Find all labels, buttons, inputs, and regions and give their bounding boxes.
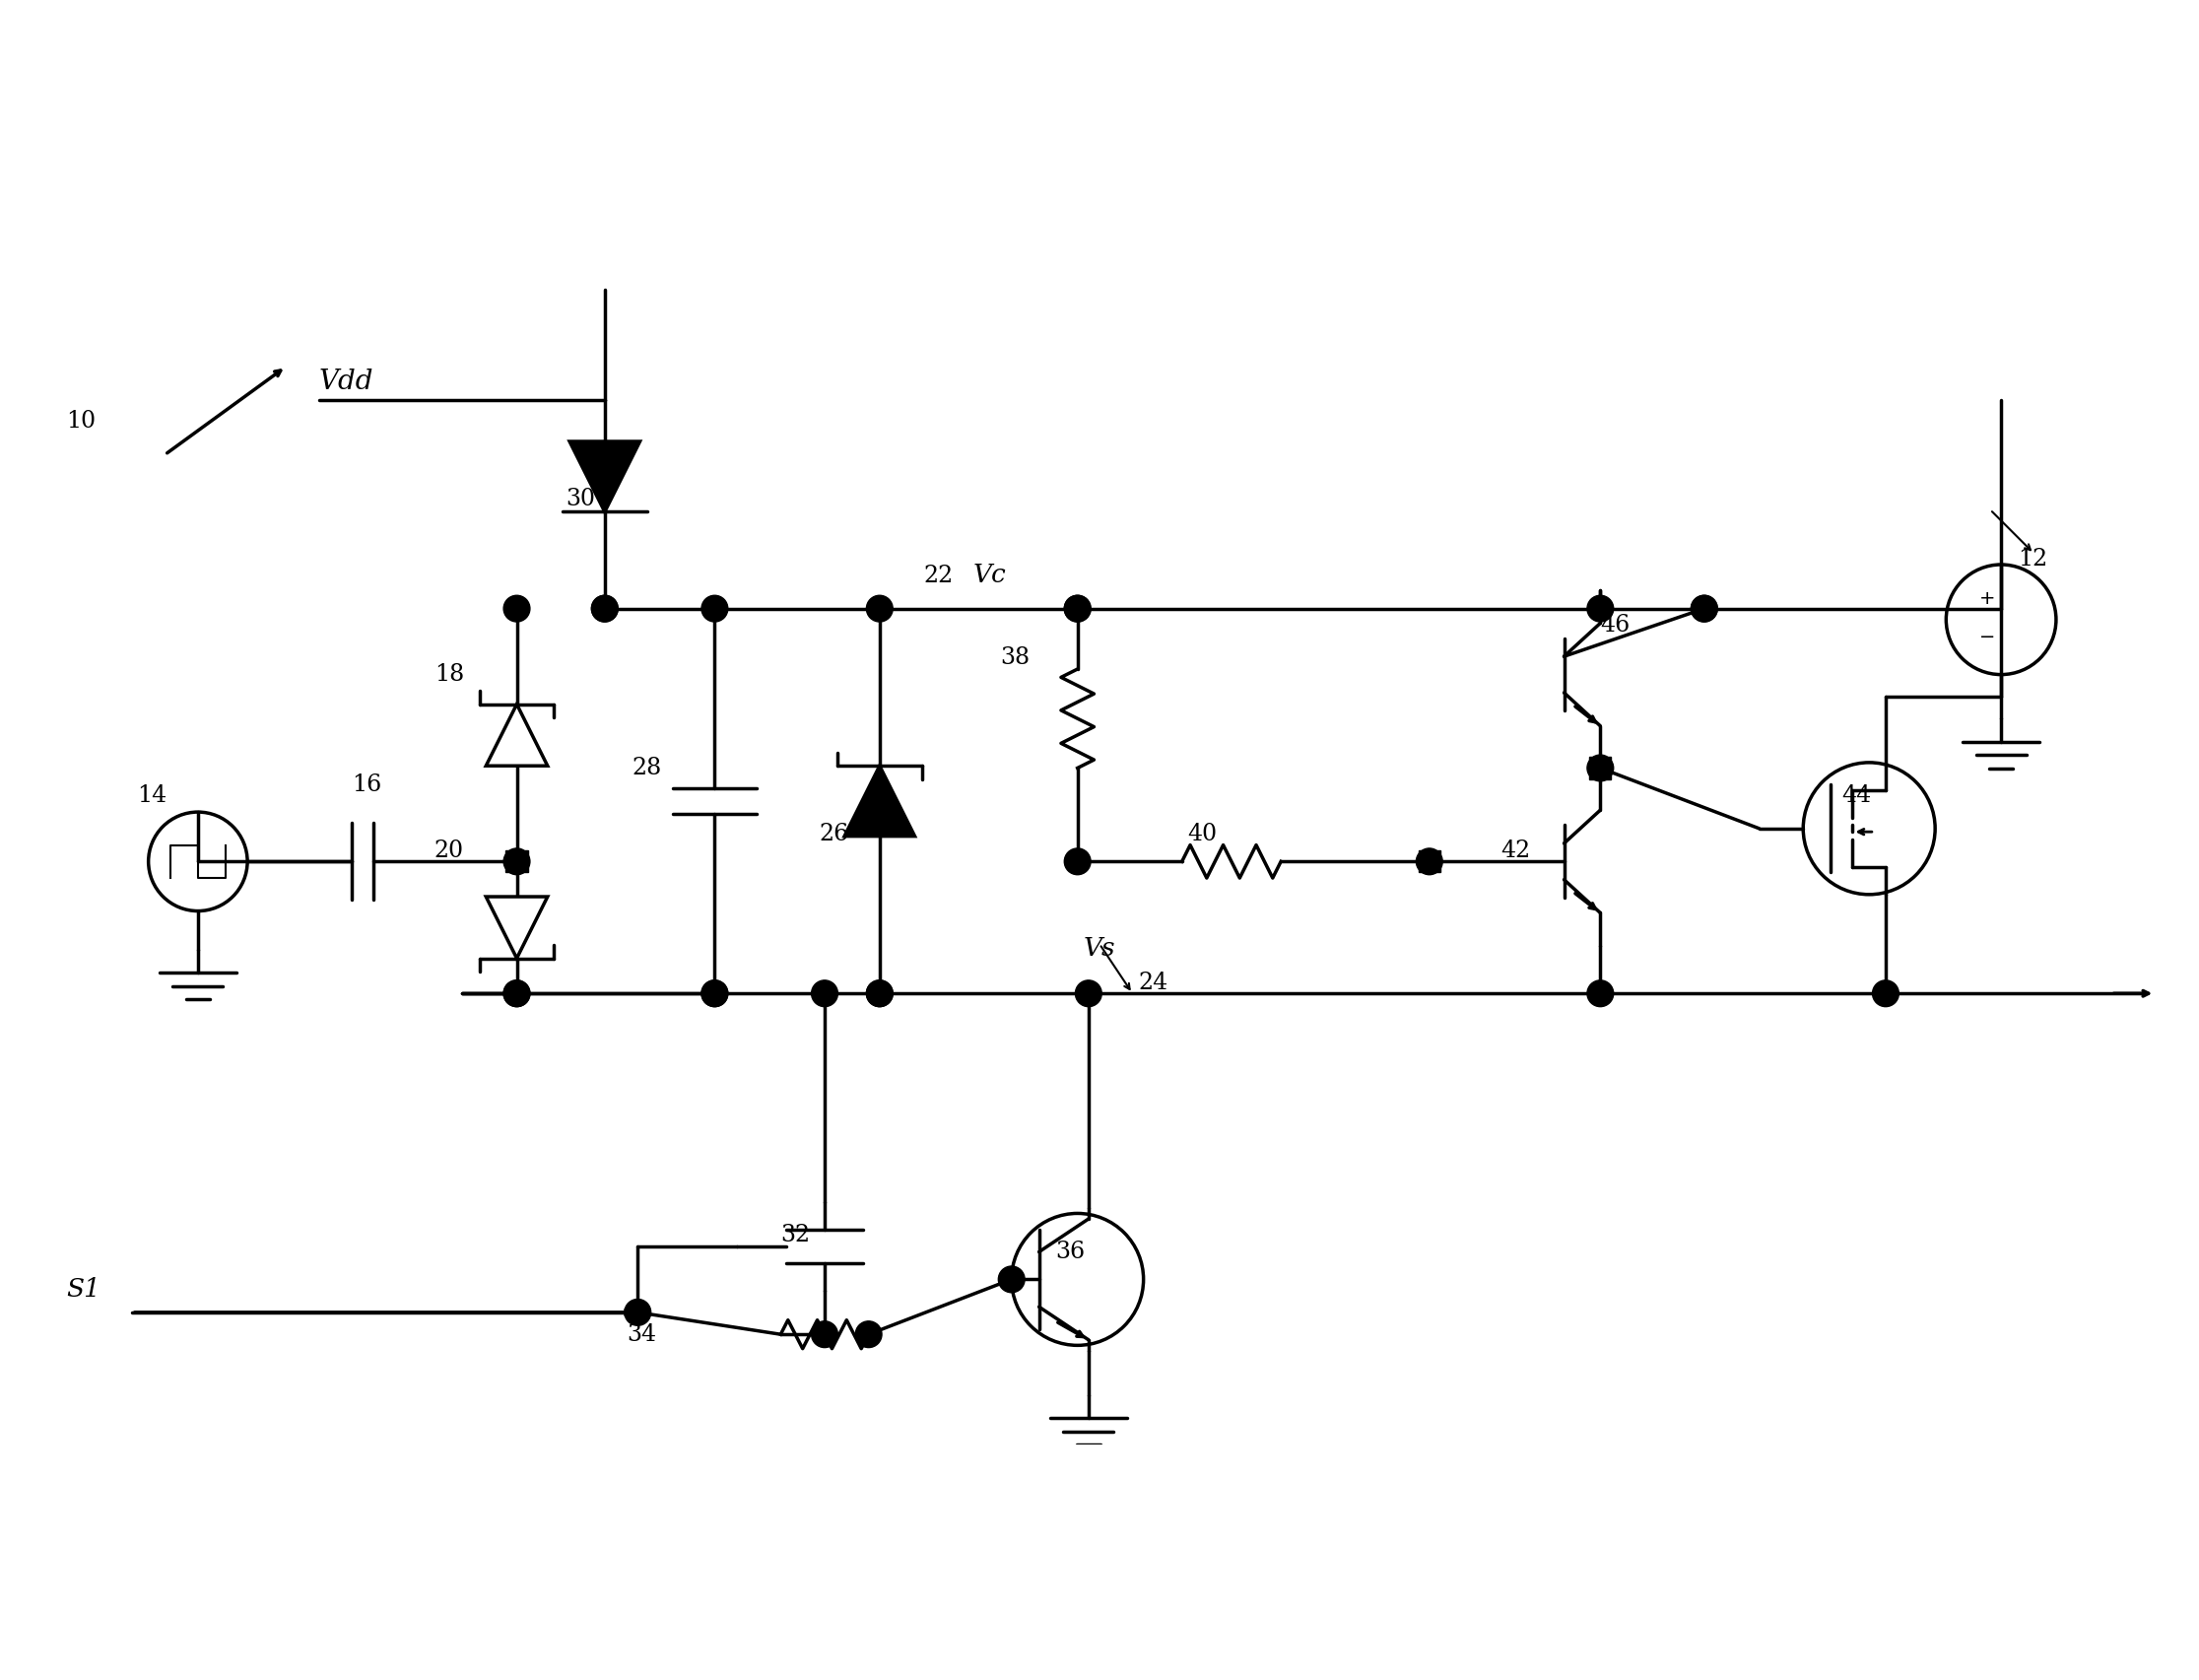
Circle shape	[998, 1267, 1025, 1294]
Text: 40: 40	[1187, 822, 1216, 845]
Circle shape	[1871, 981, 1900, 1006]
Circle shape	[1588, 756, 1614, 781]
Text: Vc: Vc	[974, 563, 1007, 586]
Polygon shape	[486, 706, 548, 766]
Circle shape	[866, 596, 893, 622]
Text: 26: 26	[820, 822, 849, 845]
Bar	[1418, 852, 1440, 874]
Text: 18: 18	[435, 664, 464, 685]
Text: 12: 12	[2019, 548, 2047, 570]
Text: 32: 32	[781, 1223, 809, 1247]
Text: 30: 30	[567, 487, 596, 509]
Circle shape	[504, 848, 530, 875]
Circle shape	[811, 1322, 838, 1347]
Text: 16: 16	[352, 773, 383, 795]
Text: 44: 44	[1843, 785, 1871, 806]
Circle shape	[1691, 596, 1717, 622]
Circle shape	[1075, 981, 1102, 1006]
Text: −: −	[1979, 627, 1994, 647]
Circle shape	[701, 981, 728, 1006]
Text: Vdd: Vdd	[319, 368, 374, 395]
Circle shape	[1064, 596, 1091, 622]
Circle shape	[701, 981, 728, 1006]
Text: S1: S1	[66, 1277, 101, 1300]
Text: 10: 10	[66, 410, 95, 433]
Circle shape	[866, 981, 893, 1006]
Circle shape	[1064, 848, 1091, 875]
Circle shape	[811, 981, 838, 1006]
Text: Vs: Vs	[1082, 936, 1115, 961]
Circle shape	[592, 596, 618, 622]
Circle shape	[1064, 596, 1091, 622]
Circle shape	[504, 981, 530, 1006]
Circle shape	[1691, 596, 1717, 622]
Text: 22: 22	[924, 564, 954, 586]
Circle shape	[592, 596, 618, 622]
Circle shape	[701, 596, 728, 622]
Circle shape	[504, 981, 530, 1006]
Text: 28: 28	[633, 756, 662, 780]
Text: 20: 20	[435, 838, 464, 862]
Bar	[506, 852, 528, 874]
Text: 34: 34	[627, 1322, 655, 1346]
Text: 46: 46	[1601, 613, 1629, 637]
Text: 14: 14	[136, 785, 167, 806]
Text: 36: 36	[1056, 1240, 1084, 1263]
Text: 24: 24	[1139, 971, 1168, 993]
Circle shape	[1416, 848, 1443, 875]
Text: 38: 38	[1001, 647, 1029, 669]
Circle shape	[866, 981, 893, 1006]
Circle shape	[1588, 596, 1614, 622]
Polygon shape	[570, 442, 640, 512]
Circle shape	[1588, 981, 1614, 1006]
Text: +: +	[1979, 590, 1994, 608]
Text: 42: 42	[1502, 838, 1531, 862]
Circle shape	[855, 1322, 882, 1347]
Polygon shape	[486, 897, 548, 959]
Circle shape	[504, 596, 530, 622]
Polygon shape	[844, 766, 915, 837]
Bar	[1590, 758, 1612, 780]
Circle shape	[625, 1299, 651, 1326]
